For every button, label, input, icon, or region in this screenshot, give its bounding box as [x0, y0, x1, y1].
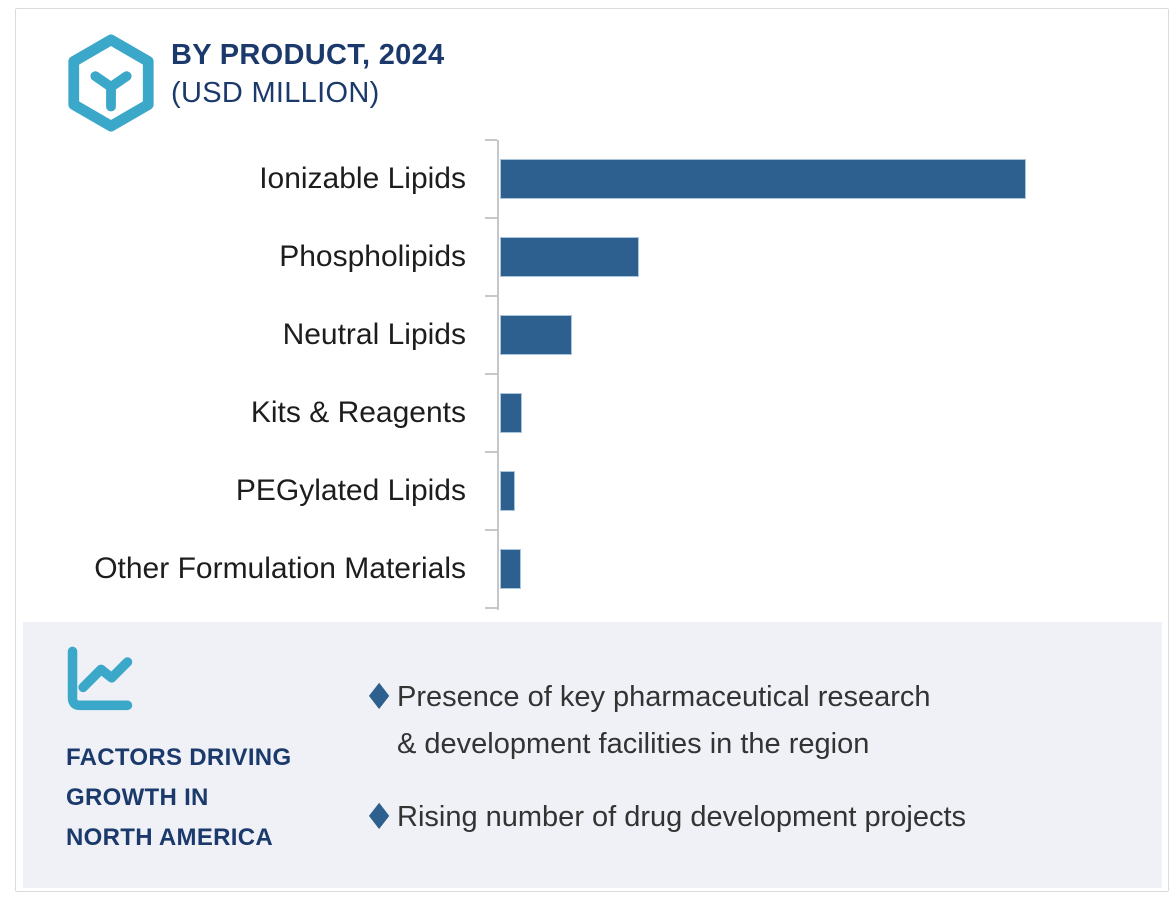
axis-tick [485, 451, 497, 453]
category-label-kits-reagents: Kits & Reagents [250, 396, 466, 429]
factors-heading-line: FACTORS DRIVING [66, 744, 292, 771]
bar-pegylated-lipids [500, 471, 515, 511]
bar-phospholipids [500, 237, 639, 277]
factors-panel: FACTORS DRIVING GROWTH IN NORTH AMERICA ♦ P… [23, 622, 1162, 888]
chart-unit-subtitle: (USD MILLION) [171, 77, 380, 109]
page-title: BY PRODUCT, 2024 [171, 39, 445, 71]
axis-tick [485, 217, 497, 219]
factors-heading-line: GROWTH IN [66, 784, 209, 811]
bar-other-formulation-materials [500, 549, 521, 589]
factor-text: Presence of key pharmaceutical research … [397, 681, 931, 760]
axis-tick [485, 373, 497, 375]
infographic-card: BY PRODUCT, 2024 (USD MILLION) Ionizable… [15, 8, 1169, 892]
chart-row-kits-reagents: Kits & Reagents [16, 374, 1136, 452]
bar-neutral-lipids [500, 315, 572, 355]
bar-ionizable-lipids [500, 159, 1026, 199]
category-label-neutral-lipids: Neutral Lipids [282, 318, 466, 351]
diamond-bullet-icon: ♦ [363, 797, 396, 838]
category-label-pegylated-lipids: PEGylated Lipids [235, 474, 466, 507]
chart-row-other-formulation-materials: Other Formulation Materials [16, 530, 1136, 608]
diamond-bullet-icon: ♦ [363, 677, 396, 718]
category-label-phospholipids: Phospholipids [279, 240, 466, 273]
bar-kits-reagents [500, 393, 522, 433]
factors-heading: FACTORS DRIVING GROWTH IN NORTH AMERICA [66, 738, 291, 858]
axis-tick [485, 529, 497, 531]
line-chart-icon [67, 646, 133, 711]
axis-tick [485, 295, 497, 297]
category-label-other-formulation-materials: Other Formulation Materials [94, 552, 466, 585]
hexagon-box-icon [68, 34, 154, 132]
chart-row-pegylated-lipids: PEGylated Lipids [16, 452, 1136, 530]
axis-tick [485, 139, 497, 141]
factor-item-2: ♦ Rising number of drug development proje… [363, 794, 1123, 841]
chart-row-phospholipids: Phospholipids [16, 218, 1136, 296]
chart-header: BY PRODUCT, 2024 (USD MILLION) [171, 39, 444, 110]
category-label-ionizable-lipids: Ionizable Lipids [259, 162, 466, 195]
factors-list: ♦ Presence of key pharmaceutical research… [363, 674, 1123, 867]
factors-heading-line: NORTH AMERICA [66, 824, 273, 851]
chart-row-neutral-lipids: Neutral Lipids [16, 296, 1136, 374]
factor-text: Rising number of drug development projec… [397, 801, 967, 833]
chart-row-ionizable-lipids: Ionizable Lipids [16, 140, 1136, 218]
axis-tick [485, 607, 497, 609]
y-axis-line [497, 140, 499, 610]
factor-item-1: ♦ Presence of key pharmaceutical research… [363, 674, 1123, 768]
